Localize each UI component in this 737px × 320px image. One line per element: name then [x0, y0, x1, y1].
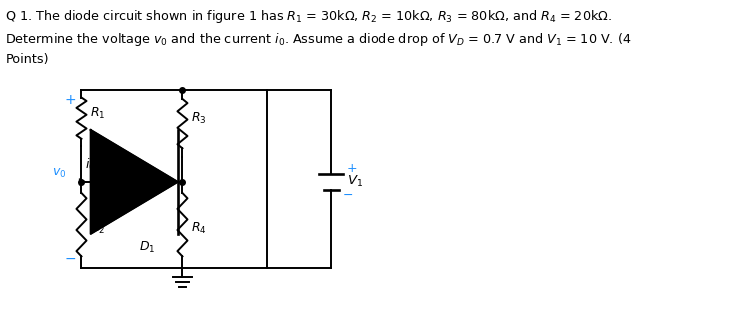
Text: $v_0$: $v_0$ — [52, 167, 67, 180]
Text: $R_1$: $R_1$ — [90, 106, 105, 121]
Text: Determine the voltage $v_0$ and the current $i_0$. Assume a diode drop of $V_D$ : Determine the voltage $v_0$ and the curr… — [5, 31, 632, 48]
Text: +: + — [347, 163, 357, 175]
Text: $i_0$: $i_0$ — [85, 157, 96, 173]
Text: $-$: $-$ — [64, 251, 76, 265]
Text: Q 1. The diode circuit shown in figure 1 has $R_1$ = 30k$\Omega$, $R_2$ = 10k$\O: Q 1. The diode circuit shown in figure 1… — [5, 8, 612, 25]
Text: $D_1$: $D_1$ — [139, 240, 156, 255]
Text: $R_3$: $R_3$ — [191, 111, 206, 126]
Text: $R_2$: $R_2$ — [90, 221, 105, 236]
Text: Points): Points) — [5, 53, 49, 67]
Polygon shape — [91, 130, 178, 234]
Text: $V_1$: $V_1$ — [347, 174, 363, 189]
Text: +: + — [64, 93, 76, 107]
Text: $-$: $-$ — [342, 188, 353, 201]
Text: $R_4$: $R_4$ — [191, 221, 206, 236]
